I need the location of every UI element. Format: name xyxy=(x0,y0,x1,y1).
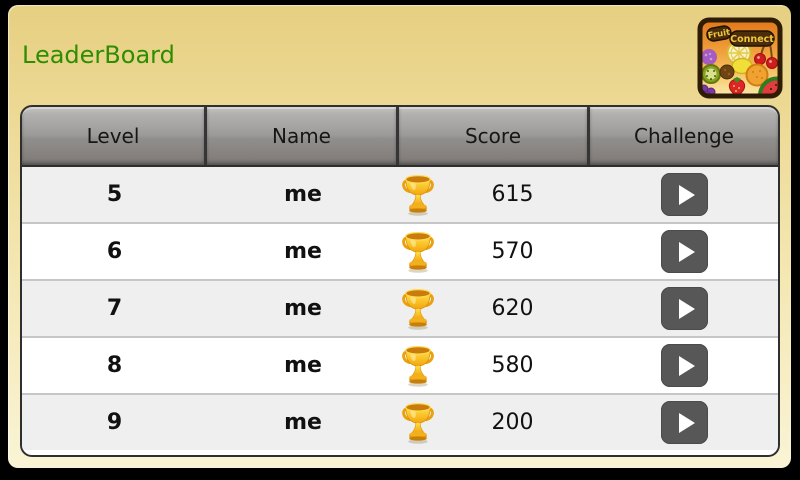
level-cell: 7 xyxy=(106,296,123,321)
trophy-icon xyxy=(402,403,434,444)
score-value: 620 xyxy=(491,296,534,321)
challenge-cell xyxy=(590,395,778,450)
challenge-play-button[interactable] xyxy=(660,344,708,387)
leaderboard-row: 8 me 580 xyxy=(22,336,778,393)
score-cell: 200 xyxy=(399,395,590,450)
challenge-play-button[interactable] xyxy=(660,230,708,273)
orange-icon xyxy=(745,63,769,87)
play-icon xyxy=(679,298,695,319)
challenge-cell xyxy=(590,224,778,279)
score-cell: 620 xyxy=(399,281,590,336)
challenge-cell xyxy=(590,281,778,336)
score-value: 570 xyxy=(491,239,534,264)
icon-badge-connect: Connect xyxy=(729,30,775,47)
score-cell: 580 xyxy=(399,338,590,393)
level-cell: 5 xyxy=(106,182,123,207)
trophy-icon xyxy=(402,289,434,330)
leaderboard-row: 6 me 570 xyxy=(22,222,778,279)
svg-text:Connect: Connect xyxy=(730,34,774,45)
icon-badge-fruit: Fruit xyxy=(706,25,732,42)
score-value: 200 xyxy=(491,410,534,435)
trophy-icon xyxy=(402,232,434,273)
challenge-play-button[interactable] xyxy=(660,173,708,216)
leaderboard-row: 9 me 200 xyxy=(22,393,778,450)
berry-scoop-icon xyxy=(701,49,717,65)
trophy-icon xyxy=(402,175,434,216)
app-window: LeaderBoard xyxy=(8,5,791,468)
name-cell: me xyxy=(284,296,322,321)
challenge-cell xyxy=(590,338,778,393)
challenge-play-button[interactable] xyxy=(660,287,708,330)
play-icon xyxy=(679,355,695,376)
column-header-level[interactable]: Level xyxy=(22,107,207,165)
level-cell: 6 xyxy=(106,239,123,264)
level-cell: 9 xyxy=(106,410,123,435)
score-value: 580 xyxy=(491,353,534,378)
page-title: LeaderBoard xyxy=(22,41,175,69)
chocolate-icon xyxy=(719,64,735,80)
leaderboard-header-row: Level Name Score Challenge xyxy=(22,107,778,167)
fruit-connect-icon-art: Fruit Connect xyxy=(697,17,783,99)
score-value: 615 xyxy=(491,182,534,207)
play-icon xyxy=(679,241,695,262)
fruit-connect-app-icon: Fruit Connect xyxy=(697,17,783,99)
score-cell: 570 xyxy=(399,224,590,279)
challenge-play-button[interactable] xyxy=(660,401,708,444)
column-header-name[interactable]: Name xyxy=(207,107,399,165)
kiwi-icon xyxy=(701,64,721,84)
name-cell: me xyxy=(284,353,322,378)
leaderboard-row: 5 me 615 xyxy=(22,167,778,222)
name-cell: me xyxy=(284,239,322,264)
strawberry-icon xyxy=(728,77,746,96)
column-header-score[interactable]: Score xyxy=(399,107,590,165)
play-icon xyxy=(679,184,695,205)
level-cell: 8 xyxy=(106,353,123,378)
challenge-cell xyxy=(590,167,778,222)
column-header-challenge[interactable]: Challenge xyxy=(590,107,778,165)
score-cell: 615 xyxy=(399,167,590,222)
leaderboard-body: 5 me 615 6 me xyxy=(22,167,778,450)
play-icon xyxy=(679,412,695,433)
leaderboard-row: 7 me 620 xyxy=(22,279,778,336)
name-cell: me xyxy=(284,182,322,207)
trophy-icon xyxy=(402,346,434,387)
name-cell: me xyxy=(284,410,322,435)
leaderboard-table: Level Name Score Challenge 5 me 615 xyxy=(20,105,780,457)
svg-text:Fruit: Fruit xyxy=(707,28,731,42)
